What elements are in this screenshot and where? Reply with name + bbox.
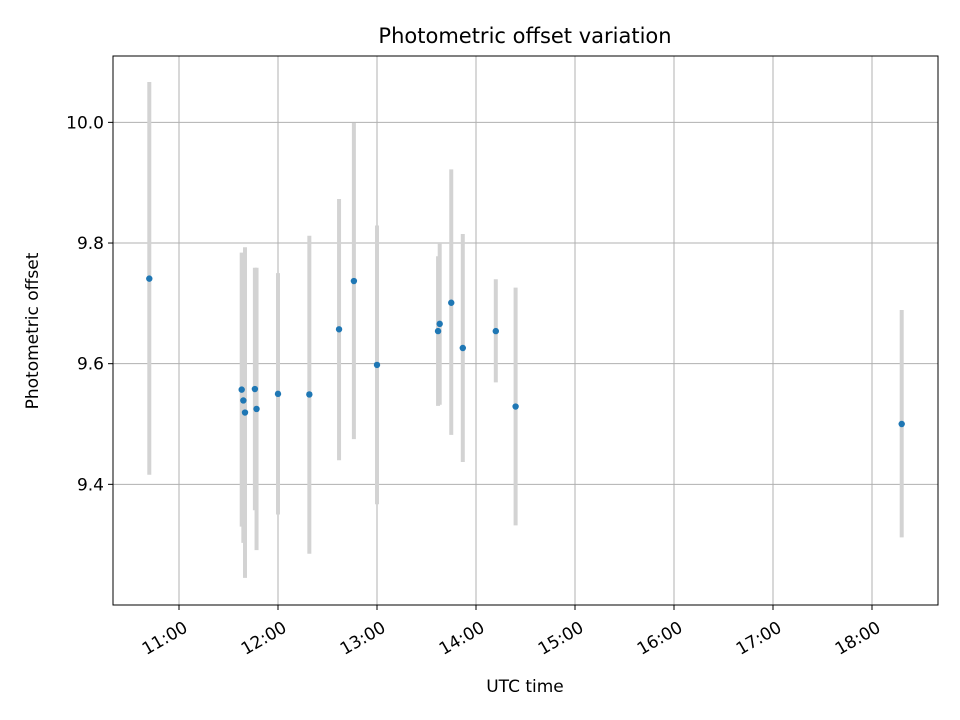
y-tick-label: 9.8 xyxy=(77,234,104,254)
y-tick-label: 9.4 xyxy=(77,475,104,495)
data-point xyxy=(335,326,343,333)
data-point xyxy=(512,403,519,410)
data-point xyxy=(274,390,282,398)
plot-frame xyxy=(112,55,939,606)
data-point xyxy=(240,397,247,404)
data-point xyxy=(459,344,466,352)
y-tick-label: 10.0 xyxy=(66,113,104,133)
data-point xyxy=(350,277,358,285)
chart-title: Photometric offset variation xyxy=(378,24,671,48)
data-point xyxy=(241,409,249,416)
data-point xyxy=(436,320,443,328)
data-point xyxy=(306,391,313,398)
data-point xyxy=(434,327,442,335)
data-point xyxy=(146,275,153,282)
data-point xyxy=(492,327,499,335)
y-axis-ticks: 9.4 9.6 9.8 10.0 xyxy=(66,113,113,495)
x-axis-label: UTC time xyxy=(486,677,564,697)
grid-lines xyxy=(113,56,938,605)
data-point xyxy=(448,299,455,306)
y-axis-label: Photometric offset xyxy=(23,252,43,409)
y-tick-label: 9.6 xyxy=(77,355,104,375)
data-point xyxy=(238,386,245,393)
marker-series xyxy=(146,275,905,428)
data-point xyxy=(253,405,260,413)
data-point xyxy=(898,420,905,428)
data-point xyxy=(251,385,259,393)
data-point xyxy=(373,361,381,369)
